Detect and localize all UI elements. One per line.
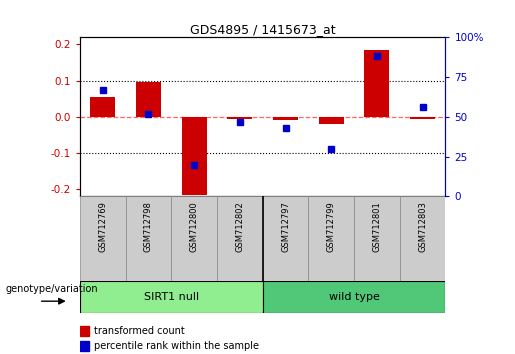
Title: GDS4895 / 1415673_at: GDS4895 / 1415673_at [190,23,335,36]
Text: transformed count: transformed count [94,326,184,336]
Text: GSM712769: GSM712769 [98,201,107,252]
Bar [319,117,344,124]
Bar [80,341,89,351]
Text: GSM712799: GSM712799 [327,201,336,252]
Bar [80,196,126,281]
Text: percentile rank within the sample: percentile rank within the sample [94,341,259,351]
Text: GSM712801: GSM712801 [372,201,382,252]
Bar [136,82,161,117]
Text: GSM712800: GSM712800 [190,201,199,252]
Bar [410,117,435,119]
Bar [273,117,298,120]
Bar [354,196,400,281]
Bar [126,196,171,281]
Text: SIRT1 null: SIRT1 null [144,292,199,302]
Bar [400,196,445,281]
Text: GSM712797: GSM712797 [281,201,290,252]
Text: GSM712803: GSM712803 [418,201,427,252]
Bar [227,117,252,119]
Text: wild type: wild type [329,292,380,302]
Text: genotype/variation: genotype/variation [5,284,98,293]
Bar [171,196,217,281]
Bar [217,196,263,281]
Bar [80,281,263,313]
Bar [263,281,445,313]
Bar [90,97,115,117]
Bar [364,50,389,117]
Text: GSM712802: GSM712802 [235,201,244,252]
Bar [263,196,308,281]
Text: GSM712798: GSM712798 [144,201,153,252]
Bar [308,196,354,281]
Bar [181,117,207,195]
Bar [80,326,89,336]
